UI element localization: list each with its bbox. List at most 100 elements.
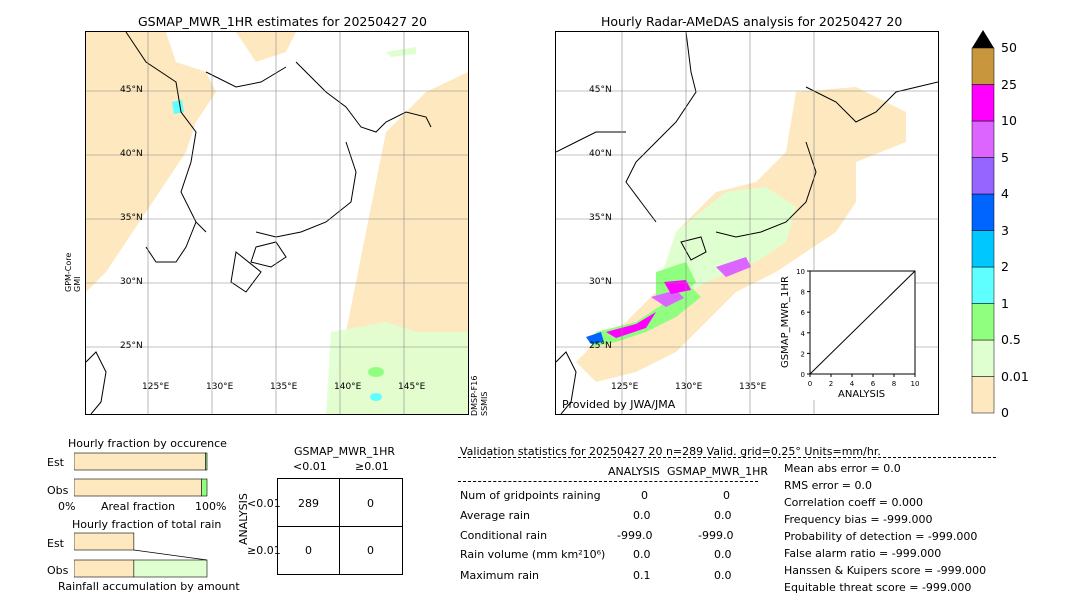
left-map-canvas [86, 32, 468, 414]
colorbar-segment [971, 339, 995, 377]
total-rain-bar [74, 532, 135, 551]
occurrence-est-label: Est [47, 456, 64, 469]
colorbar-tick-label: 4 [1001, 186, 1009, 201]
validation-divider [458, 457, 996, 458]
colorbar-tick-label: 0.01 [1001, 368, 1029, 384]
contingency-col-1: ≥0.01 [355, 460, 389, 473]
occurrence-xlabel: Areal fraction [101, 500, 176, 513]
occurrence-bar [205, 452, 208, 471]
right-lat-label: 25°N [589, 341, 612, 351]
occurrence-bar [74, 452, 206, 471]
right-map-title: Hourly Radar-AMeDAS analysis for 2025042… [601, 14, 903, 29]
score-line: Equitable threat score = -999.000 [784, 581, 972, 594]
validation-row-analysis: 0.0 [633, 509, 651, 522]
contingency-title: GSMAP_MWR_1HR [294, 445, 396, 458]
scatter-xtick-label: 2 [829, 380, 833, 388]
validation-col-divider [458, 481, 758, 482]
validation-row-analysis: 0.1 [633, 569, 651, 582]
validation-row-gsmap: -999.0 [698, 529, 734, 542]
scatter-plot: 0 2 4 6 8 10 0 2 4 6 8 10 [796, 268, 919, 388]
total-rain-bar [133, 559, 208, 578]
scatter-xtick-label: 8 [892, 380, 896, 388]
validation-row-label: Maximum rain [460, 569, 539, 582]
colorbar-tick-label: 25 [1001, 76, 1017, 92]
contingency-col-0: <0.01 [293, 460, 327, 473]
validation-row-gsmap: 0.0 [714, 509, 732, 522]
colorbar-tick-label: 5 [1001, 149, 1009, 165]
colorbar-segment [971, 266, 995, 304]
validation-col-analysis: ANALYSIS [608, 465, 660, 478]
contingency-cell: 0 [305, 544, 312, 557]
colorbar-segment [971, 303, 995, 341]
validation-row-label: Rain volume (mm km²10⁶) [460, 548, 606, 561]
colorbar-segment [971, 193, 995, 231]
left-map-title: GSMAP_MWR_1HR estimates for 20250427 20 [138, 14, 427, 29]
scatter-ytick-label: 0 [801, 371, 805, 379]
scatter-xtick-label: 4 [850, 380, 855, 388]
score-line: Hanssen & Kuipers score = -999.000 [784, 564, 987, 577]
scatter-xtick-label: 6 [871, 380, 876, 388]
score-line: Frequency bias = -999.000 [784, 513, 933, 526]
left-lat-label: 45°N [120, 85, 143, 95]
scatter-ytick-label: 2 [801, 350, 805, 358]
validation-row-gsmap: 0.0 [714, 548, 732, 561]
total-rain-connector [133, 549, 208, 561]
colorbar-tick-label: 0.5 [1001, 332, 1021, 347]
total-rain-est-label: Est [47, 537, 64, 550]
contingency-grid: 289 0 0 0 [277, 478, 403, 575]
right-sensor-label: DMSP-F16 SSMIS [470, 375, 489, 416]
colorbar-segment [971, 84, 995, 122]
colorbar-tick-label: 3 [1001, 222, 1009, 238]
validation-row-gsmap: 0 [723, 489, 730, 502]
total-rain-bars [74, 532, 208, 578]
validation-row-gsmap: 0.0 [714, 569, 732, 582]
scatter-ytick-label: 6 [801, 309, 806, 317]
colorbar-tick-label: 10 [1001, 113, 1017, 128]
score-line: Correlation coeff = 0.000 [784, 496, 923, 509]
contingency-cell: 289 [298, 497, 319, 510]
validation-header: Validation statistics for 20250427 20 n=… [460, 445, 881, 458]
left-lat-label: 35°N [120, 213, 143, 223]
scatter-xlabel: ANALYSIS [838, 389, 886, 400]
left-map: 45°N 40°N 35°N 30°N 25°N 125°E 130°E 135… [85, 31, 469, 415]
left-map-grid [86, 32, 468, 414]
left-lon-label: 140°E [334, 382, 362, 392]
occurrence-tick-0: 0% [58, 500, 76, 513]
left-lat-label: 40°N [120, 149, 143, 159]
right-lat-label: 45°N [589, 85, 612, 95]
colorbar-segment [971, 120, 995, 158]
left-lon-label: 135°E [270, 382, 298, 392]
colorbar-arrow [972, 30, 994, 48]
colorbar [971, 30, 995, 414]
right-lat-label: 35°N [589, 213, 612, 223]
scatter-ylabel: GSMAP_MWR_1HR [780, 276, 791, 368]
score-line: Mean abs error = 0.0 [784, 462, 901, 475]
validation-row-label: Num of gridpoints raining [460, 489, 601, 502]
total-rain-title: Hourly fraction of total rain [72, 518, 222, 531]
score-line: RMS error = 0.0 [784, 479, 872, 492]
total-rain-bar [74, 559, 135, 578]
colorbar-tick-label: 1 [1001, 295, 1009, 311]
scatter-ytick-label: 4 [801, 330, 806, 338]
left-lon-label: 145°E [398, 382, 426, 392]
colorbar-segment [971, 157, 995, 195]
contingency-row-0: <0.01 [247, 497, 281, 510]
occurrence-bar [74, 478, 202, 497]
occurrence-title: Hourly fraction by occurence [68, 437, 227, 450]
scatter-xtick-label: 0 [808, 380, 812, 388]
right-lat-label: 30°N [589, 277, 612, 287]
occurrence-tick-100: 100% [195, 500, 227, 513]
colorbar-segment [971, 376, 995, 414]
colorbar-tick-label: 2 [1001, 259, 1009, 274]
validation-row-label: Conditional rain [460, 529, 548, 542]
colorbar-segment [971, 230, 995, 268]
contingency-cell: 0 [367, 544, 374, 557]
contingency-side-label: ANALYSIS [237, 493, 250, 545]
right-lon-label: 125°E [611, 382, 639, 392]
left-lon-label: 130°E [206, 382, 234, 392]
left-lat-label: 30°N [120, 277, 143, 287]
left-sensor-label: GPM-Core GMI [64, 252, 82, 292]
colorbar-segment [971, 47, 995, 85]
scatter-ytick-label: 8 [801, 289, 805, 297]
right-map-credit: Provided by JWA/JMA [562, 398, 676, 411]
